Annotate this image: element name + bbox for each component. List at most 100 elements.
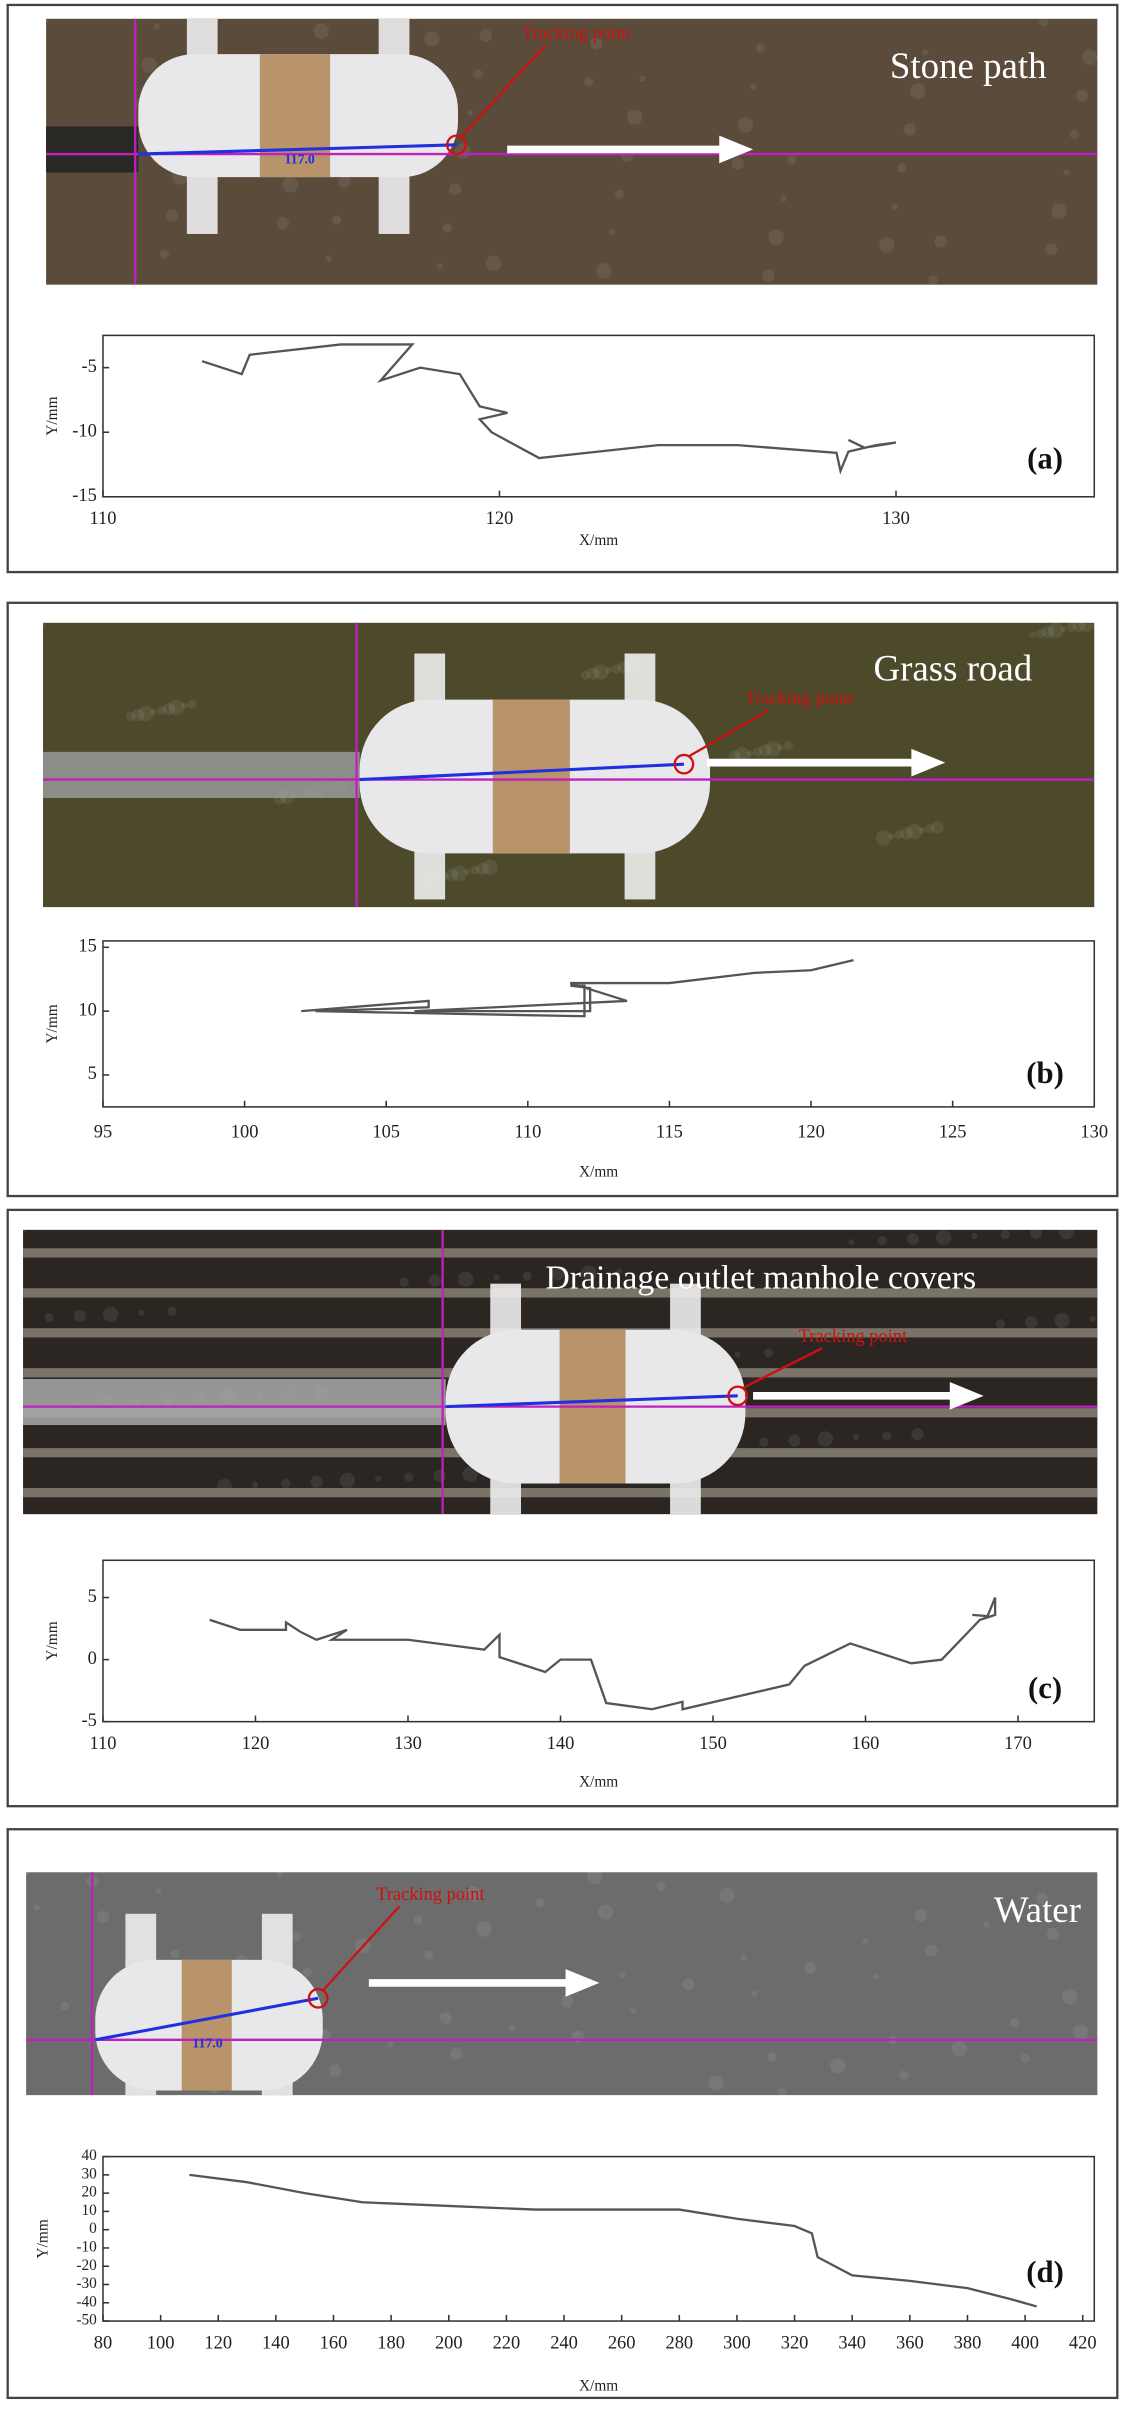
photo-texture [919, 827, 926, 834]
photo-texture [848, 1239, 855, 1246]
photo-texture [1020, 2053, 1030, 2063]
photo-texture [931, 821, 944, 834]
photo-texture [914, 1909, 927, 1922]
photo-texture [906, 824, 923, 840]
plot-frame [102, 2155, 1096, 2322]
photo-texture [876, 830, 892, 846]
photo-texture [593, 664, 609, 680]
y-tick-label: -15 [72, 485, 97, 505]
photo-texture [751, 1990, 758, 1997]
tracking-label: Tracking point [799, 1326, 908, 1346]
x-tick-label: 130 [882, 508, 910, 528]
x-axis-label: X/mm [579, 2378, 618, 2395]
photo-texture [630, 2007, 637, 2014]
x-tick-label: 150 [699, 1733, 727, 1753]
photo-texture [1051, 203, 1067, 219]
photo-texture [276, 217, 289, 230]
tracking-vector [95, 1996, 319, 2042]
photo-texture [737, 117, 754, 133]
panel-frame [6, 601, 1119, 1198]
x-tick-label: 140 [547, 1733, 575, 1753]
x-tick-label: 115 [656, 1121, 683, 1141]
x-tick-label: 220 [493, 2332, 521, 2352]
photo-texture [436, 263, 443, 270]
photo-texture [817, 1431, 833, 1447]
y-tick-label: -40 [76, 2293, 97, 2310]
photo-texture [731, 157, 744, 170]
photo-texture [433, 1469, 446, 1482]
photo-texture [328, 2064, 342, 2077]
plot-frame [102, 1559, 1096, 1723]
panel-frame [6, 3, 1119, 574]
photo-texture [897, 163, 907, 173]
photo-texture [734, 1351, 741, 1358]
x-axis-label: X/mm [579, 532, 618, 549]
photo-texture [780, 195, 787, 202]
photo-texture [1054, 1312, 1070, 1329]
photo-texture [170, 1949, 180, 1959]
y-tick-label: 10 [81, 2202, 97, 2219]
photo-texture [313, 23, 329, 39]
motion-arrow-head [719, 135, 754, 164]
photo-texture [983, 1921, 990, 1928]
y-tick-label: -5 [81, 1710, 96, 1730]
robot-tape [181, 1959, 232, 2091]
x-tick-label: 100 [147, 2332, 175, 2352]
photo-label: Water [994, 1889, 1081, 1930]
photo-texture [457, 1271, 474, 1287]
x-tick-label: 160 [320, 2332, 348, 2352]
x-tick-label: 360 [896, 2332, 924, 2352]
photo-texture [1046, 1927, 1059, 1940]
y-axis-label: Y/mm [44, 396, 61, 435]
photo-texture [894, 830, 904, 840]
trajectory-line [201, 343, 897, 475]
photo-texture [1081, 49, 1098, 65]
photo-texture [485, 255, 502, 271]
y-tick-label: -20 [76, 2257, 97, 2274]
x-tick-label: 140 [262, 2332, 290, 2352]
y-tick-label: -10 [76, 2238, 97, 2255]
photo-texture [467, 109, 474, 116]
photo-texture [464, 868, 471, 875]
photo-texture [587, 1869, 603, 1885]
panel-label: (c) [1028, 1671, 1062, 1705]
photo-label: Drainage outlet manhole covers [545, 1259, 976, 1296]
grate-bar [23, 1248, 1098, 1258]
photo-texture [96, 1910, 110, 1923]
photo-texture [150, 708, 157, 716]
photo-texture [465, 1886, 482, 1902]
photo-texture [479, 29, 492, 42]
photo-texture [339, 1472, 356, 1489]
photo-texture [462, 1466, 478, 1482]
x-tick-label: 120 [486, 508, 514, 528]
photo-texture [451, 865, 468, 881]
photo-texture [445, 868, 458, 881]
photo-label: Stone path [890, 45, 1047, 86]
x-tick-label: 110 [89, 1733, 116, 1753]
photo-texture [1060, 625, 1067, 633]
photo-texture [925, 1944, 938, 1957]
photo-texture [616, 1268, 623, 1275]
photo-texture [310, 1475, 323, 1489]
photo-texture [619, 1972, 626, 1979]
photo-texture [580, 670, 591, 680]
photo-texture [169, 699, 185, 716]
photo-texture [882, 1431, 892, 1441]
photo-texture [1072, 619, 1086, 633]
photo-texture [765, 741, 781, 757]
photo-texture [476, 862, 489, 875]
photo-texture [900, 827, 913, 840]
panel-label: (b) [1026, 1056, 1064, 1090]
photo-texture [534, 1898, 545, 1908]
photo-texture [922, 49, 929, 56]
x-tick-label: 180 [377, 2332, 405, 2352]
y-tick-label: 10 [78, 999, 96, 1019]
photo-texture [1075, 89, 1089, 102]
photo-texture [803, 1961, 817, 1974]
x-tick-label: 240 [550, 2332, 578, 2352]
photo-texture [608, 229, 615, 236]
photo-texture [753, 747, 763, 757]
photo-texture [493, 1274, 500, 1281]
photo-texture [903, 123, 916, 136]
photo-texture [138, 705, 154, 722]
